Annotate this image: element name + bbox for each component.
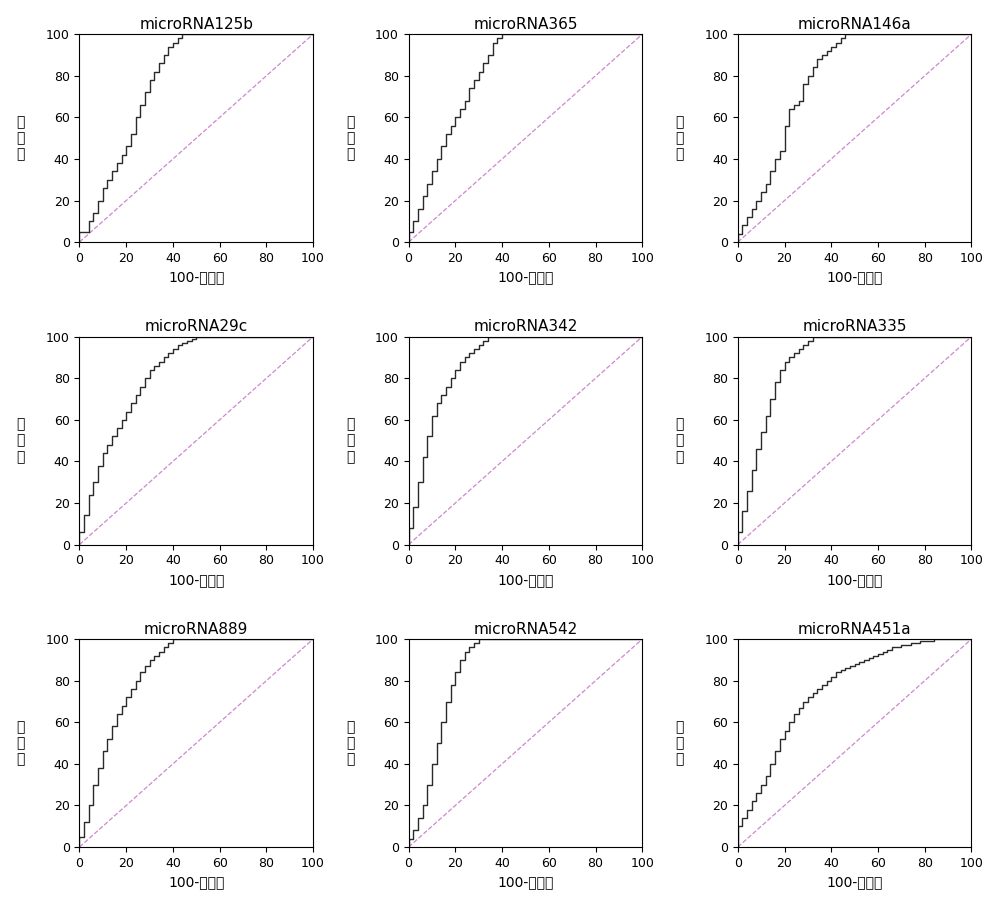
X-axis label: 100-特异性: 100-特异性 bbox=[168, 875, 224, 890]
Y-axis label: 灵
敏
度: 灵 敏 度 bbox=[17, 115, 25, 161]
Title: microRNA146a: microRNA146a bbox=[798, 16, 911, 32]
Title: microRNA451a: microRNA451a bbox=[798, 622, 911, 637]
Y-axis label: 灵
敏
度: 灵 敏 度 bbox=[675, 418, 683, 464]
X-axis label: 100-特异性: 100-特异性 bbox=[826, 573, 883, 587]
Y-axis label: 灵
敏
度: 灵 敏 度 bbox=[346, 115, 354, 161]
X-axis label: 100-特异性: 100-特异性 bbox=[497, 270, 554, 284]
Title: microRNA542: microRNA542 bbox=[473, 622, 578, 637]
X-axis label: 100-特异性: 100-特异性 bbox=[826, 270, 883, 284]
Y-axis label: 灵
敏
度: 灵 敏 度 bbox=[346, 720, 354, 766]
Y-axis label: 灵
敏
度: 灵 敏 度 bbox=[346, 418, 354, 464]
X-axis label: 100-特异性: 100-特异性 bbox=[826, 875, 883, 890]
Y-axis label: 灵
敏
度: 灵 敏 度 bbox=[675, 115, 683, 161]
X-axis label: 100-特异性: 100-特异性 bbox=[168, 270, 224, 284]
Title: microRNA335: microRNA335 bbox=[802, 319, 907, 334]
Title: microRNA342: microRNA342 bbox=[473, 319, 578, 334]
Y-axis label: 灵
敏
度: 灵 敏 度 bbox=[17, 418, 25, 464]
X-axis label: 100-特异性: 100-特异性 bbox=[497, 573, 554, 587]
Y-axis label: 灵
敏
度: 灵 敏 度 bbox=[675, 720, 683, 766]
Y-axis label: 灵
敏
度: 灵 敏 度 bbox=[17, 720, 25, 766]
Title: microRNA889: microRNA889 bbox=[144, 622, 248, 637]
Title: microRNA365: microRNA365 bbox=[473, 16, 578, 32]
X-axis label: 100-特异性: 100-特异性 bbox=[168, 573, 224, 587]
Title: microRNA125b: microRNA125b bbox=[139, 16, 253, 32]
X-axis label: 100-特异性: 100-特异性 bbox=[497, 875, 554, 890]
Title: microRNA29c: microRNA29c bbox=[145, 319, 248, 334]
